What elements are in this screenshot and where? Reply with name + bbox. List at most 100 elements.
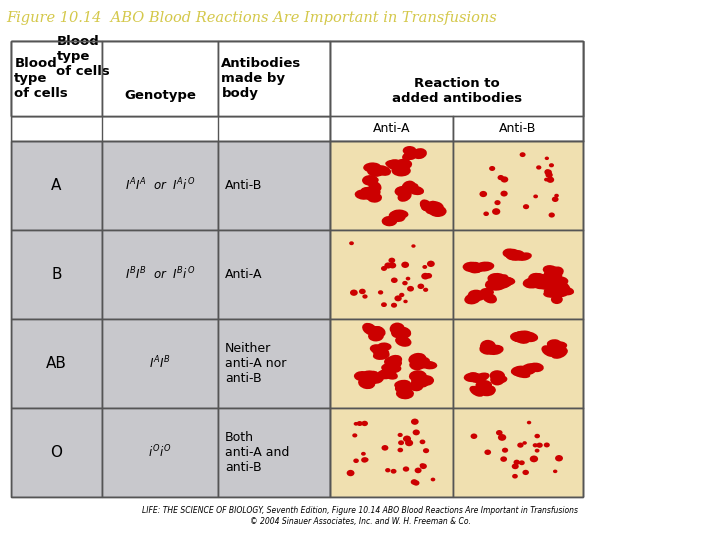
Ellipse shape	[554, 286, 569, 297]
Bar	[218, 408, 330, 497]
Ellipse shape	[490, 370, 505, 381]
Ellipse shape	[358, 191, 373, 198]
Ellipse shape	[485, 279, 503, 291]
Ellipse shape	[401, 261, 409, 268]
Ellipse shape	[359, 289, 366, 294]
Ellipse shape	[391, 303, 397, 308]
Ellipse shape	[544, 344, 561, 355]
Ellipse shape	[511, 369, 531, 378]
Ellipse shape	[487, 273, 508, 285]
Bar	[102, 141, 218, 230]
Ellipse shape	[468, 262, 480, 271]
Bar	[453, 116, 583, 141]
Ellipse shape	[528, 362, 544, 372]
Ellipse shape	[397, 448, 403, 453]
Bar	[330, 319, 453, 408]
Ellipse shape	[383, 367, 396, 378]
Ellipse shape	[530, 278, 547, 289]
Text: O: O	[50, 445, 63, 460]
Ellipse shape	[512, 331, 528, 342]
Text: Reaction to
added antibodies: Reaction to added antibodies	[392, 77, 521, 105]
Ellipse shape	[533, 443, 538, 447]
Ellipse shape	[498, 434, 506, 441]
Ellipse shape	[391, 278, 397, 283]
Ellipse shape	[555, 455, 563, 462]
Ellipse shape	[516, 252, 532, 261]
Ellipse shape	[528, 277, 542, 287]
Ellipse shape	[523, 470, 529, 475]
Ellipse shape	[510, 366, 531, 376]
Ellipse shape	[368, 326, 384, 338]
Ellipse shape	[487, 345, 504, 355]
Ellipse shape	[420, 463, 427, 469]
Ellipse shape	[411, 244, 415, 248]
Ellipse shape	[423, 265, 427, 269]
Ellipse shape	[361, 370, 377, 382]
Bar	[218, 319, 330, 408]
Ellipse shape	[361, 371, 379, 381]
Ellipse shape	[492, 208, 500, 215]
Ellipse shape	[463, 262, 480, 272]
Ellipse shape	[413, 377, 428, 387]
Ellipse shape	[361, 452, 366, 456]
Ellipse shape	[531, 275, 544, 284]
Ellipse shape	[423, 288, 428, 292]
Ellipse shape	[480, 340, 496, 353]
Ellipse shape	[366, 373, 384, 384]
Ellipse shape	[415, 468, 422, 473]
Ellipse shape	[546, 269, 560, 278]
Ellipse shape	[531, 273, 547, 283]
Text: $I^{A}I^{B}$: $I^{A}I^{B}$	[149, 355, 171, 372]
Ellipse shape	[396, 388, 414, 399]
Ellipse shape	[409, 381, 423, 392]
Ellipse shape	[546, 172, 553, 178]
Ellipse shape	[421, 273, 429, 280]
Ellipse shape	[464, 373, 482, 382]
Ellipse shape	[362, 372, 377, 386]
Bar	[11, 319, 102, 408]
Ellipse shape	[361, 457, 368, 463]
Bar	[330, 40, 583, 141]
Text: $I^{B}I^{B}$  or  $I^{B}i^{O}$: $I^{B}I^{B}$ or $I^{B}i^{O}$	[125, 266, 195, 282]
Ellipse shape	[429, 205, 442, 215]
Ellipse shape	[535, 449, 539, 453]
Ellipse shape	[395, 295, 402, 301]
Ellipse shape	[548, 272, 562, 284]
Ellipse shape	[352, 433, 357, 437]
Ellipse shape	[374, 165, 391, 176]
Ellipse shape	[519, 460, 525, 465]
Ellipse shape	[502, 448, 508, 453]
Ellipse shape	[362, 294, 368, 299]
Ellipse shape	[544, 169, 552, 176]
Ellipse shape	[391, 328, 408, 339]
Ellipse shape	[477, 384, 495, 396]
Ellipse shape	[512, 463, 518, 469]
Ellipse shape	[507, 250, 525, 261]
Ellipse shape	[483, 212, 489, 216]
Text: Blood
type
of cells: Blood type of cells	[56, 35, 110, 78]
Ellipse shape	[420, 463, 425, 467]
Ellipse shape	[378, 290, 383, 294]
Text: © 2004 Sinauer Associates, Inc. and W. H. Freeman & Co.: © 2004 Sinauer Associates, Inc. and W. H…	[250, 517, 470, 525]
Bar	[102, 319, 218, 408]
Ellipse shape	[403, 300, 408, 303]
Ellipse shape	[377, 342, 392, 351]
Ellipse shape	[544, 178, 549, 181]
Bar	[330, 408, 453, 497]
Ellipse shape	[467, 262, 485, 273]
Ellipse shape	[413, 480, 420, 485]
Text: Anti-B: Anti-B	[499, 122, 536, 135]
Ellipse shape	[467, 372, 480, 382]
Bar	[102, 40, 218, 116]
Ellipse shape	[523, 204, 529, 209]
Ellipse shape	[420, 199, 433, 212]
Ellipse shape	[503, 248, 517, 258]
Bar	[218, 230, 330, 319]
Ellipse shape	[426, 201, 438, 212]
Ellipse shape	[397, 433, 402, 437]
Ellipse shape	[427, 261, 435, 267]
Ellipse shape	[398, 440, 404, 445]
Ellipse shape	[389, 262, 396, 268]
Ellipse shape	[549, 163, 554, 167]
Ellipse shape	[551, 295, 563, 304]
